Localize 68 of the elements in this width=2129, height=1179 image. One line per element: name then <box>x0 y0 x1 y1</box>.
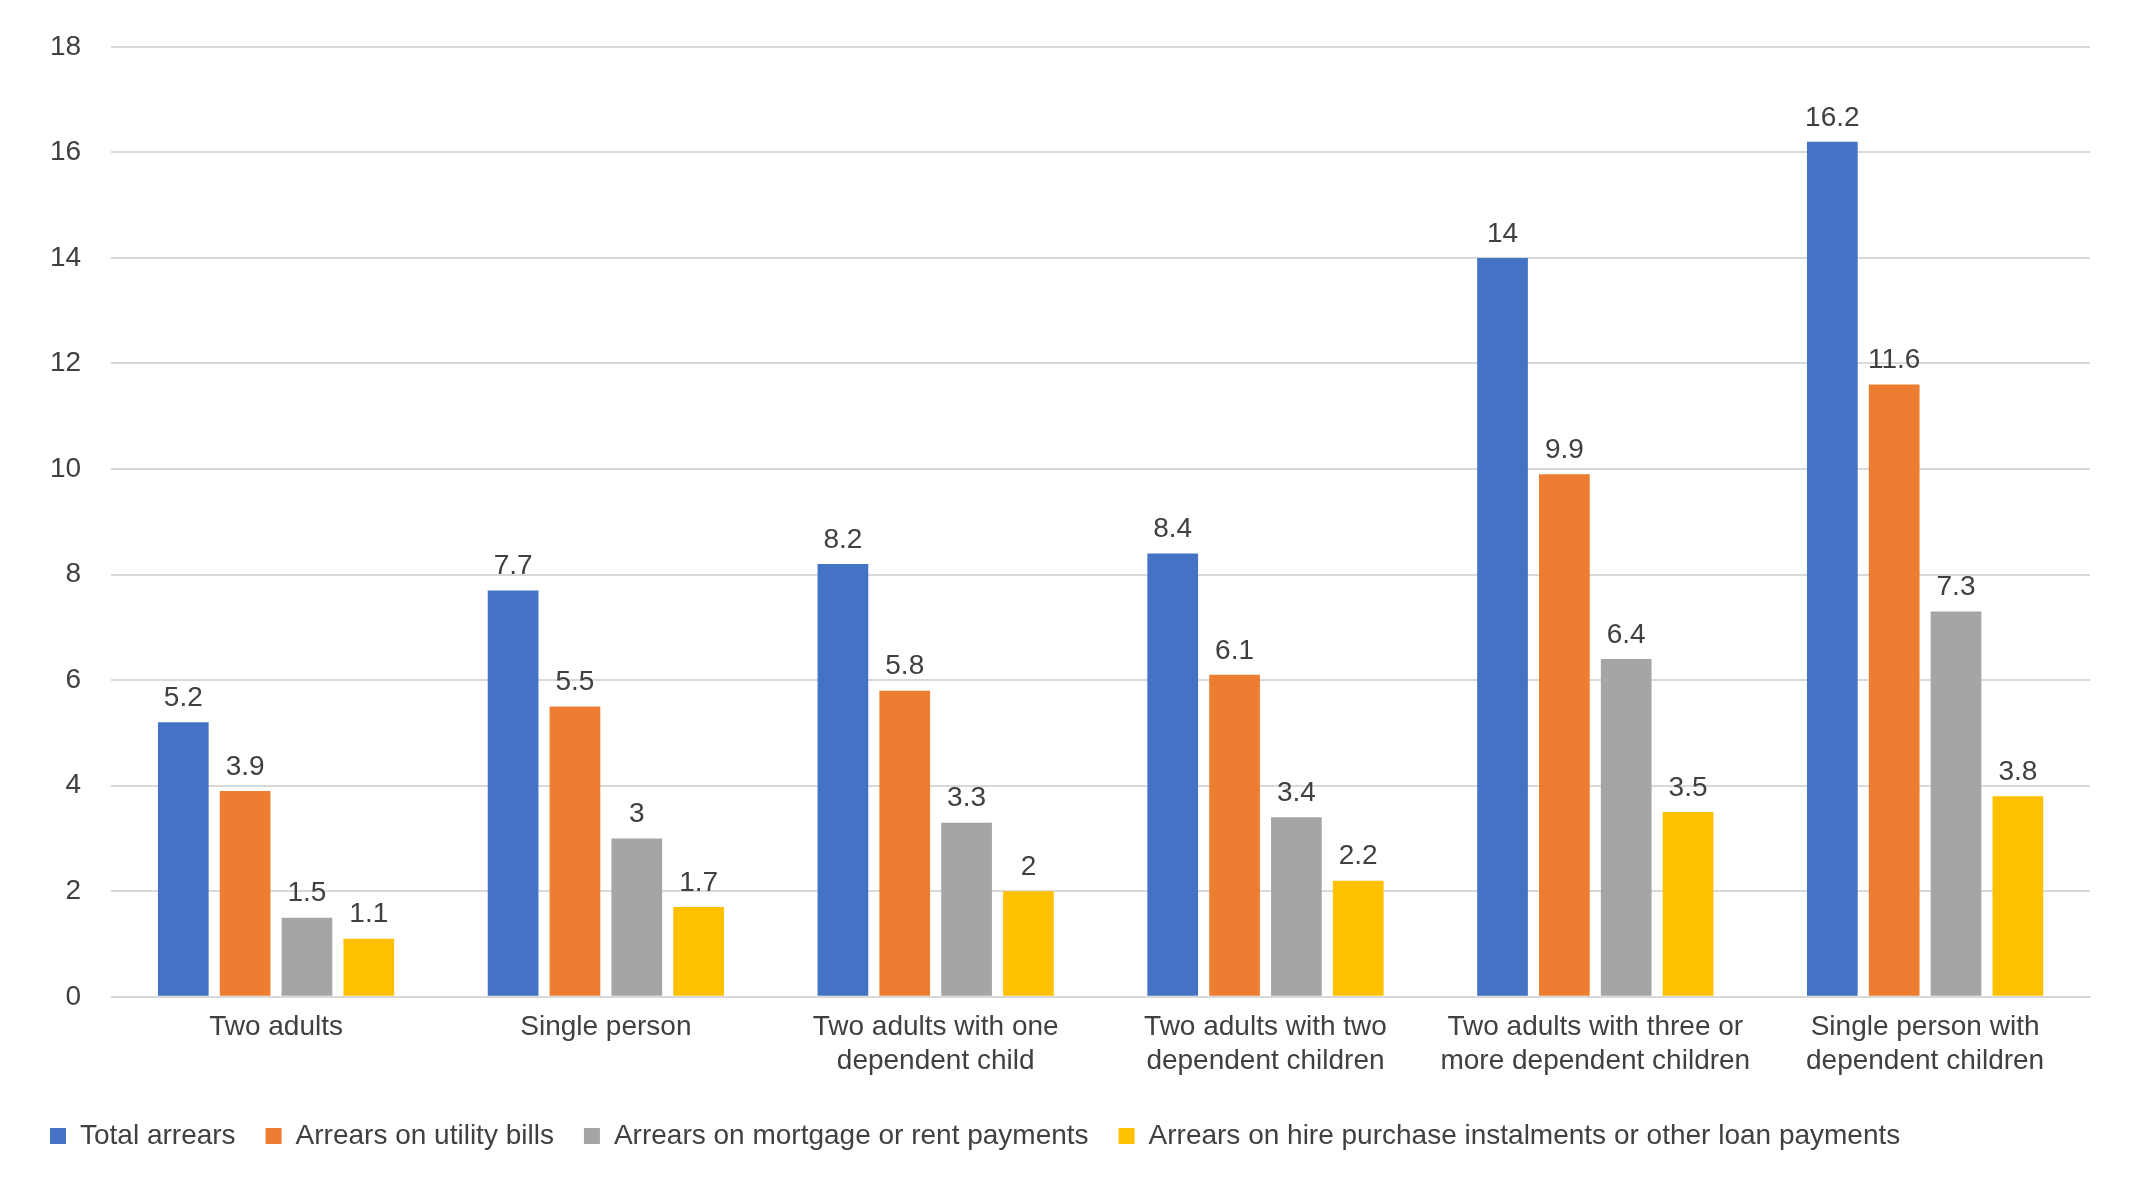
y-tick-label: 18 <box>49 29 82 61</box>
data-label: 3.5 <box>1668 770 1708 802</box>
y-tick-label: 4 <box>65 768 82 800</box>
data-label: 3.3 <box>947 781 987 813</box>
data-label: 6.1 <box>1215 633 1255 665</box>
data-label: 3.8 <box>1998 754 2038 786</box>
data-label: 11.6 <box>1867 343 1921 375</box>
x-tick-label: Two adults with three or more dependent children <box>1440 1010 1751 1075</box>
bar <box>1868 384 1920 996</box>
bar <box>1147 553 1199 996</box>
data-label: 9.9 <box>1544 433 1584 465</box>
data-label: 7.7 <box>493 549 533 581</box>
legend-label: Arrears on hire purchase instalments or other loan payments <box>1148 1118 1901 1150</box>
y-tick-label: 8 <box>65 557 82 589</box>
bar <box>1332 880 1384 996</box>
y-tick-label: 10 <box>49 451 82 483</box>
bar <box>1600 659 1652 996</box>
bar <box>1662 812 1714 996</box>
bar <box>1539 474 1590 996</box>
data-label: 8.2 <box>823 522 863 554</box>
y-tick-label: 0 <box>65 979 82 1011</box>
bar <box>549 706 601 996</box>
bar <box>487 590 539 996</box>
y-tick-label: 12 <box>49 346 82 378</box>
bar <box>1930 611 1982 996</box>
data-label: 3 <box>628 797 645 829</box>
data-label: 1.7 <box>679 865 719 897</box>
data-label: 2.2 <box>1338 839 1378 871</box>
bar <box>1992 796 2044 996</box>
bar <box>219 790 271 996</box>
x-tick-label: Two adults with one dependent child <box>812 1010 1059 1075</box>
data-label: 1.1 <box>349 897 389 929</box>
legend-label: Arrears on mortgage or rent payments <box>613 1118 1089 1150</box>
bar <box>611 838 663 996</box>
legend-label: Arrears on utility bills <box>295 1118 554 1150</box>
y-tick-label: 2 <box>65 873 82 905</box>
data-label: 1.5 <box>287 876 327 908</box>
bar <box>157 722 209 996</box>
data-label: 5.8 <box>885 649 925 681</box>
legend-label: Total arrears <box>80 1118 236 1150</box>
x-tick-label: Two adults with two dependent children <box>1144 1010 1387 1075</box>
bar <box>817 564 869 996</box>
bar <box>1271 817 1322 996</box>
bar <box>1806 141 1858 996</box>
y-tick-label: 6 <box>65 662 82 694</box>
data-label: 8.4 <box>1153 512 1193 544</box>
data-label: 16.2 <box>1805 100 1860 132</box>
data-label: 14 <box>1486 216 1519 248</box>
bar <box>1209 674 1260 996</box>
data-label: 3.9 <box>225 749 265 781</box>
data-label: 6.4 <box>1606 617 1646 649</box>
bar <box>941 822 992 996</box>
bar <box>281 917 333 996</box>
data-label: 7.3 <box>1936 570 1976 602</box>
data-label: 5.2 <box>163 681 203 713</box>
data-label: 3.4 <box>1276 776 1316 808</box>
x-tick-label: Single person with dependent children <box>1805 1010 2045 1075</box>
bar <box>673 907 724 996</box>
x-tick-label: Single person <box>520 1010 692 1042</box>
y-tick-label: 14 <box>49 240 82 272</box>
bar <box>1003 891 1054 996</box>
data-label: 5.5 <box>555 665 595 697</box>
bar <box>1477 257 1528 996</box>
bar <box>343 938 395 996</box>
data-label: 2 <box>1020 849 1037 881</box>
x-tick-label: Two adults <box>209 1010 343 1042</box>
y-tick-label: 16 <box>49 135 82 167</box>
bar <box>879 690 931 996</box>
